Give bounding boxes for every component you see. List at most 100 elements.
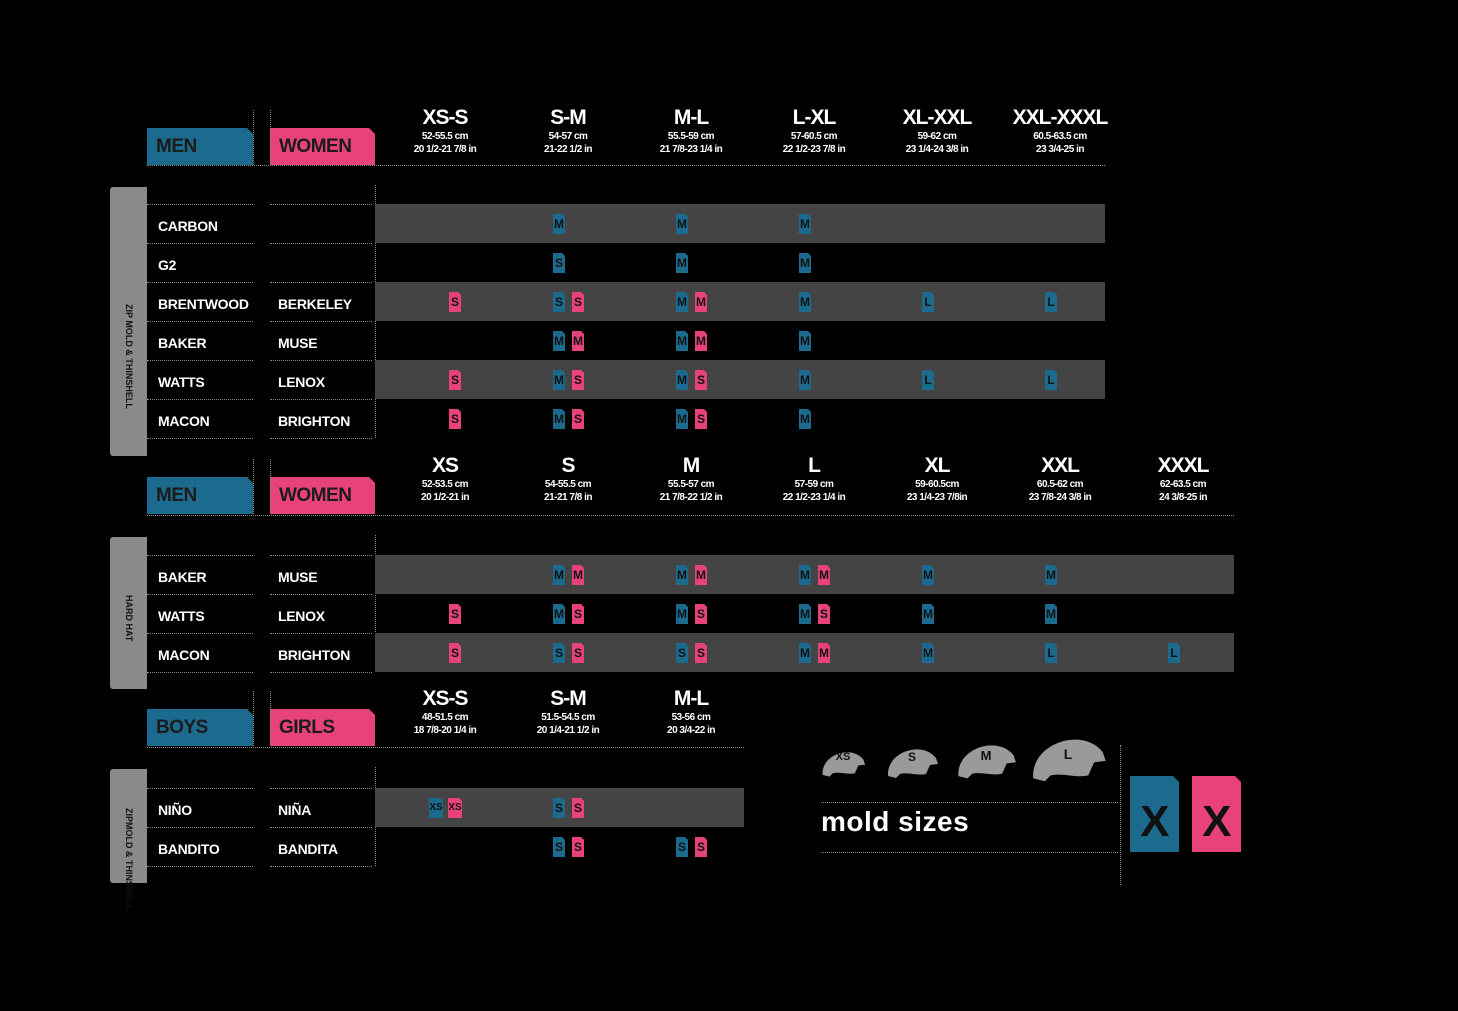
men-model: BAKER	[158, 569, 207, 585]
men-model: G2	[158, 257, 177, 273]
women-header: WOMEN	[270, 128, 375, 165]
women-model: MUSE	[278, 569, 318, 585]
size-badge: M	[553, 604, 565, 624]
women-header: WOMEN	[270, 477, 375, 514]
size-badge: S	[695, 409, 707, 429]
size-badge: M	[922, 604, 934, 624]
divider	[147, 515, 1234, 516]
size-badge: M	[799, 292, 811, 312]
size-badge: S	[553, 253, 565, 273]
side-tab: ZIPMOLD & THINSHELL	[110, 769, 147, 911]
size-badge: S	[676, 643, 688, 663]
size-in: 23 7/8-24 3/8 in	[1028, 492, 1092, 503]
size-badge: M	[799, 214, 811, 234]
side-tab: ZIP MOLD & THINSHELL	[110, 187, 147, 456]
size-badge: S	[553, 837, 565, 857]
mold-label: L	[1063, 746, 1073, 762]
swatch: X	[1130, 776, 1179, 852]
size-in: 21-22 1/2 in	[544, 144, 592, 155]
divider	[270, 243, 372, 244]
size-badge: S	[449, 604, 461, 624]
size-cm: 52-55.5 cm	[421, 131, 469, 142]
size-badge: S	[572, 837, 584, 857]
size-name: L-XL	[792, 106, 837, 129]
size-badge: M	[676, 214, 688, 234]
size-badge: M	[676, 604, 688, 624]
women-model: LENOX	[278, 374, 325, 390]
size-badge: M	[799, 331, 811, 351]
size-cm: 60.5-63.5 cm	[1033, 131, 1087, 142]
size-badge: S	[676, 837, 688, 857]
divider	[147, 672, 253, 673]
size-badge: S	[695, 370, 707, 390]
size-cm: 55.5-59 cm	[667, 131, 715, 142]
divider	[270, 691, 271, 746]
size-badge: M	[818, 565, 830, 585]
row-band	[375, 204, 1105, 243]
mold-label: S	[907, 750, 916, 764]
size-badge: M	[553, 370, 565, 390]
divider	[270, 360, 372, 361]
men-header: BOYS	[147, 709, 253, 746]
size-name: S-M	[550, 687, 587, 710]
size-in: 21-21 7/8 in	[544, 492, 592, 503]
size-badge: S	[695, 837, 707, 857]
size-badge: M	[553, 331, 565, 351]
divider	[1120, 745, 1121, 885]
size-name: XL	[924, 454, 951, 477]
size-cm: 62-63.5 cm	[1159, 479, 1207, 490]
men-model: BAKER	[158, 335, 207, 351]
side-label: HARD HAT	[124, 595, 134, 642]
divider	[270, 672, 372, 673]
side-label: ZIPMOLD & THINSHELL	[124, 808, 134, 911]
men-model: MACON	[158, 647, 210, 663]
women-model: MUSE	[278, 335, 318, 351]
size-badge: M	[572, 565, 584, 585]
divider	[270, 633, 372, 634]
size-badge: S	[449, 643, 461, 663]
size-cm: 53-56 cm	[671, 712, 711, 723]
size-badge: M	[695, 331, 707, 351]
size-name: M	[682, 454, 701, 477]
size-badge: S	[449, 409, 461, 429]
size-badge: L	[1168, 643, 1180, 663]
divider	[270, 282, 372, 283]
divider	[147, 866, 253, 867]
size-badge: S	[572, 798, 584, 818]
size-in: 22 1/2-23 7/8 in	[782, 144, 846, 155]
divider	[147, 399, 253, 400]
size-badge: M	[695, 565, 707, 585]
size-cm: 57-60.5 cm	[790, 131, 838, 142]
size-in: 18 7/8-20 1/4 in	[413, 725, 477, 736]
size-in: 23 1/4-23 7/8in	[906, 492, 968, 503]
size-cm: 54-57 cm	[548, 131, 588, 142]
divider	[270, 827, 372, 828]
size-badge: S	[572, 370, 584, 390]
men-model: CARBON	[158, 218, 218, 234]
size-badge: S	[818, 604, 830, 624]
size-badge: M	[676, 370, 688, 390]
size-badge: S	[553, 643, 565, 663]
row-band	[375, 282, 1105, 321]
divider	[147, 633, 253, 634]
size-cm: 54-55.5 cm	[544, 479, 592, 490]
divider	[147, 747, 744, 748]
side-label: ZIP MOLD & THINSHELL	[124, 303, 134, 409]
men-model: BANDITO	[158, 841, 220, 857]
divider	[147, 243, 253, 244]
size-badge: M	[553, 214, 565, 234]
size-in: 21 7/8-23 1/4 in	[659, 144, 723, 155]
size-in: 20 3/4-22 in	[667, 725, 715, 736]
size-badge: M	[818, 643, 830, 663]
size-name: L	[808, 454, 821, 477]
size-cm: 57-59 cm	[794, 479, 834, 490]
size-name: XL-XXL	[902, 106, 973, 129]
divider	[270, 110, 271, 165]
size-badge: S	[572, 409, 584, 429]
size-badge: L	[922, 292, 934, 312]
women-header: GIRLS	[270, 709, 375, 746]
divider	[253, 110, 254, 165]
size-name: M-L	[673, 687, 709, 710]
size-badge: M	[572, 331, 584, 351]
